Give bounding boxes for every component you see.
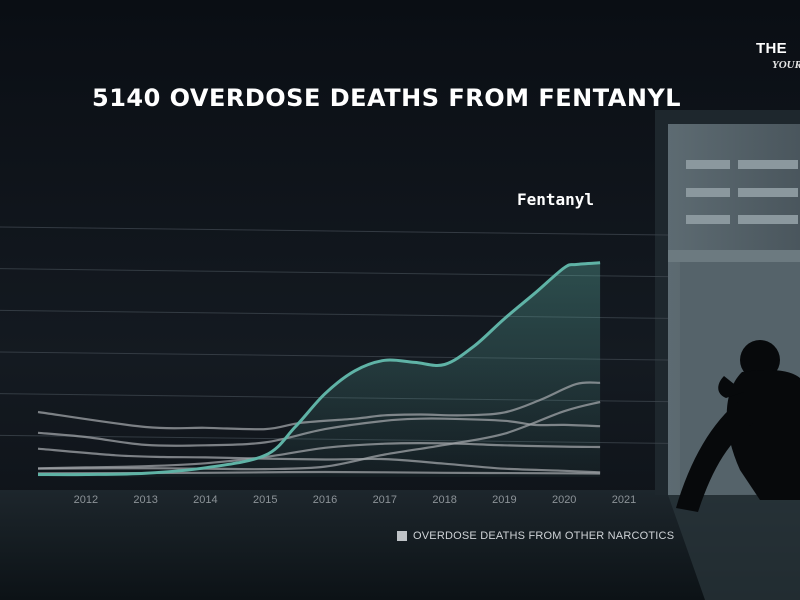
channel-logo: THE YOUR [756,40,800,80]
fentanyl-line [37,261,601,477]
fentanyl-series-label: Fentanyl [517,190,594,209]
fentanyl-area-fill [38,262,601,477]
other-narcotics-series-line [37,417,601,447]
x-tick-label: 2014 [193,494,217,506]
other-narcotics-series-line [37,400,601,471]
other-narcotics-series-line [37,441,601,470]
legend-swatch [397,531,407,541]
x-tick-label: 2016 [313,494,337,506]
x-axis-ticks: 2012 2013 2014 2015 2016 2017 2018 2019 2020 2021 [74,494,637,506]
x-tick-label: 2017 [373,494,397,506]
other-narcotics-series-line [37,381,601,431]
x-tick-label: 2013 [133,494,157,506]
logo-line-1: THE [756,40,787,57]
x-tick-label: 2012 [74,494,98,506]
legend: OVERDOSE DEATHS FROM OTHER NARCOTICS [397,530,674,542]
x-tick-label: 2019 [492,494,516,506]
other-narcotics-series-line [37,447,601,474]
x-tick-label: 2015 [253,494,277,506]
gridline [0,226,669,236]
x-tick-label: 2021 [612,494,636,506]
x-tick-label: 2020 [552,494,576,506]
legend-label: OVERDOSE DEATHS FROM OTHER NARCOTICS [413,530,675,542]
logo-line-2: YOUR [772,59,800,71]
sitting-figure-silhouette [676,340,800,512]
x-tick-label: 2018 [432,494,456,506]
chart-title: 5140 OVERDOSE DEATHS FROM FENTANYL [92,84,682,112]
